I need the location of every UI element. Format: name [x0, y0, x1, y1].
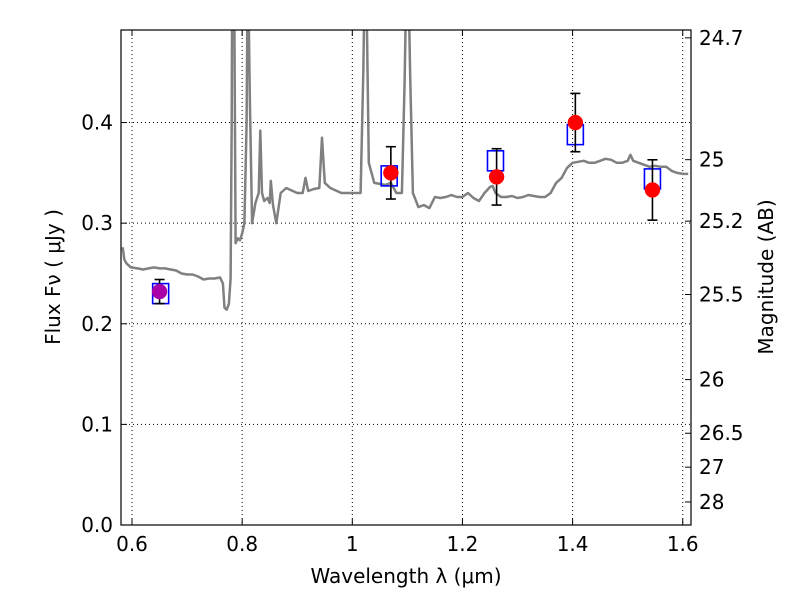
- observed-point: [383, 165, 399, 181]
- y2-tick-label: 28: [699, 490, 724, 514]
- y-axis-ticks: 0.0 0.1 0.2 0.3 0.4: [81, 111, 127, 537]
- plot-frame: [120, 29, 692, 526]
- x-tick-label: 0.6: [116, 532, 148, 556]
- x-tick-label: 1.2: [447, 532, 479, 556]
- x-axis-ticks: 0.6 0.8 1 1.2 1.4 1.6: [116, 30, 699, 556]
- y2-tick-label: 25: [699, 148, 724, 172]
- y-tick-label: 0.2: [81, 312, 113, 336]
- x-tick-label: 1.6: [667, 532, 699, 556]
- observed-point: [644, 182, 661, 198]
- y2-tick-label: 27: [699, 455, 724, 479]
- observed-point: [567, 114, 584, 131]
- x-tick-label: 0.8: [226, 532, 258, 556]
- y-tick-label: 0.3: [81, 211, 113, 235]
- y2-tick-label: 25.2: [699, 209, 744, 233]
- y2-axis-label: Magnitude (AB): [754, 199, 778, 354]
- y2-tick-label: 26.5: [699, 421, 744, 445]
- x-tick-label: 1.4: [557, 532, 589, 556]
- x-axis-label: Wavelength λ (μm): [310, 564, 501, 588]
- y2-tick-label: 24.7: [699, 26, 744, 50]
- y-tick-label: 0.0: [81, 513, 113, 537]
- x-tick-label: 1: [346, 532, 359, 556]
- observed-point: [488, 169, 505, 185]
- y2-tick-label: 26: [699, 368, 724, 392]
- observed-points: [151, 114, 661, 300]
- y-tick-label: 0.1: [81, 412, 113, 436]
- y2-tick-label: 25.5: [699, 283, 744, 307]
- observed-point: [151, 283, 168, 300]
- y2-axis-ticks: 24.7 25 25.2 25.5 26 26.5 27 28: [685, 26, 744, 514]
- y-tick-label: 0.4: [81, 111, 113, 135]
- model-spectrum-line: [121, 30, 689, 311]
- y-axis-label: Flux Fν ( μJy ): [41, 209, 65, 345]
- plot-area: [121, 30, 689, 311]
